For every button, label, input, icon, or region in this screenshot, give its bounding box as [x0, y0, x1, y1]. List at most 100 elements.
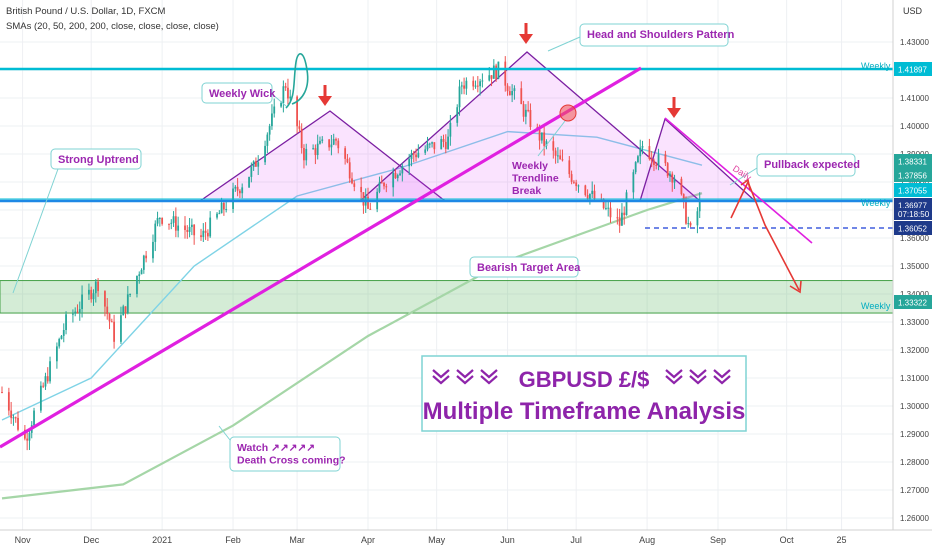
y-tick-label: 1.32000 [900, 346, 929, 355]
candle-body [673, 178, 676, 183]
candle-body [380, 182, 383, 184]
candle-body [234, 186, 237, 189]
candle-body [184, 225, 186, 230]
candle-body [62, 330, 65, 336]
candle-body [28, 432, 31, 441]
candle-body [1, 392, 3, 393]
candle-body [26, 438, 29, 441]
y-tick-label: 1.35000 [900, 262, 929, 271]
candle-body [78, 309, 81, 313]
price-tag-bg [894, 154, 932, 168]
time-axis[interactable]: Nov Dec 2021 Feb Mar Apr May Jun Jul Aug Sep Oct 25 [0, 529, 932, 545]
red-down-arrow-icon [318, 85, 332, 106]
candle-body [474, 85, 477, 87]
candle-body [72, 313, 74, 315]
candle-body [426, 143, 429, 150]
candle-body [522, 104, 525, 117]
candle-body [138, 274, 141, 276]
right-shoulder-triangle [639, 117, 757, 202]
x-tick-label: May [428, 535, 446, 545]
candle-body [650, 158, 653, 161]
candle-body [417, 152, 420, 158]
price-tag-text: 1.33322 [898, 299, 927, 308]
candle-body [415, 154, 417, 158]
candle-body [108, 313, 111, 322]
candle-body [554, 150, 557, 156]
x-tick-label: Jun [500, 535, 515, 545]
annotation-box [756, 153, 856, 177]
candle-body [399, 173, 401, 176]
title-box: GBPUSD £/$ Multiple Timeframe Analysis [421, 355, 747, 432]
annotation-callout: Watch ↗↗↗↗↗Death Cross coming? [229, 436, 346, 472]
candle-body [152, 241, 154, 259]
candle-body [332, 139, 335, 145]
y-tick-label: 1.31000 [900, 374, 929, 383]
price-tag: 1.37856 [894, 168, 932, 182]
candle-body [687, 223, 690, 225]
candle-body [161, 217, 164, 224]
candle-body [177, 225, 180, 231]
annotation-text: Strong Uptrend [58, 154, 139, 166]
candle-body [433, 142, 436, 150]
candle-body [538, 127, 541, 141]
y-tick-label: 1.43000 [900, 38, 929, 47]
candle-body [298, 126, 301, 129]
candle-body [605, 207, 607, 209]
candle-body [239, 190, 241, 194]
price-axis[interactable]: 1.430001.420001.410001.400001.390001.380… [892, 0, 929, 530]
candle-body [81, 294, 83, 310]
candle-body [268, 126, 271, 135]
candle-body [7, 392, 10, 411]
candle-body [92, 293, 95, 300]
sma-50-line [1, 130, 703, 421]
candle-body [113, 321, 115, 342]
annotation-text: Break [512, 185, 541, 197]
candle-body [257, 162, 260, 167]
moving-averages [1, 130, 703, 500]
candle-body [172, 216, 175, 223]
candle-body [314, 148, 317, 156]
candle-body [671, 173, 674, 183]
currency-label: USD [903, 6, 923, 16]
candle-body [460, 85, 463, 87]
candle-body [524, 109, 527, 117]
candle-body [142, 255, 145, 270]
candle-body [561, 159, 564, 161]
chevron-stroke [480, 375, 498, 385]
candle-body [616, 217, 619, 219]
price-tag-bg [894, 168, 932, 182]
price-tag-bg [894, 183, 932, 197]
y-tick-label: 1.40000 [900, 122, 929, 131]
chevron-stroke [432, 375, 450, 385]
candle-body [296, 96, 298, 127]
candle-body [682, 194, 685, 201]
candle-body [666, 163, 669, 177]
price-tag-text: 1.38331 [898, 158, 927, 167]
head-marker-arrows [318, 23, 681, 118]
candle-body [23, 429, 26, 439]
candle-body [424, 149, 427, 153]
chevron-stroke [665, 369, 683, 379]
uptrend-line [0, 66, 642, 449]
candle-body [17, 417, 19, 430]
candle-body [266, 134, 269, 146]
price-tag-text: 1.36052 [898, 225, 927, 234]
candle-body [241, 187, 244, 194]
candle-body [328, 139, 331, 148]
candle-body [378, 182, 381, 192]
candle-body [634, 162, 637, 173]
chevron-stroke [456, 369, 474, 379]
candle-body [289, 96, 292, 99]
symbol-header: British Pound / U.S. Dollar, 1D, FXCM [6, 6, 166, 17]
annotation-box [579, 23, 729, 47]
annotation-connectors [12, 36, 758, 441]
candle-body [481, 80, 484, 82]
annotation-callout: Weekly Wick [201, 82, 276, 104]
candle-body [264, 145, 266, 163]
candle-body [58, 339, 61, 347]
candle-body [552, 141, 555, 151]
chevron-stroke [689, 375, 707, 385]
candle-body [367, 196, 369, 209]
